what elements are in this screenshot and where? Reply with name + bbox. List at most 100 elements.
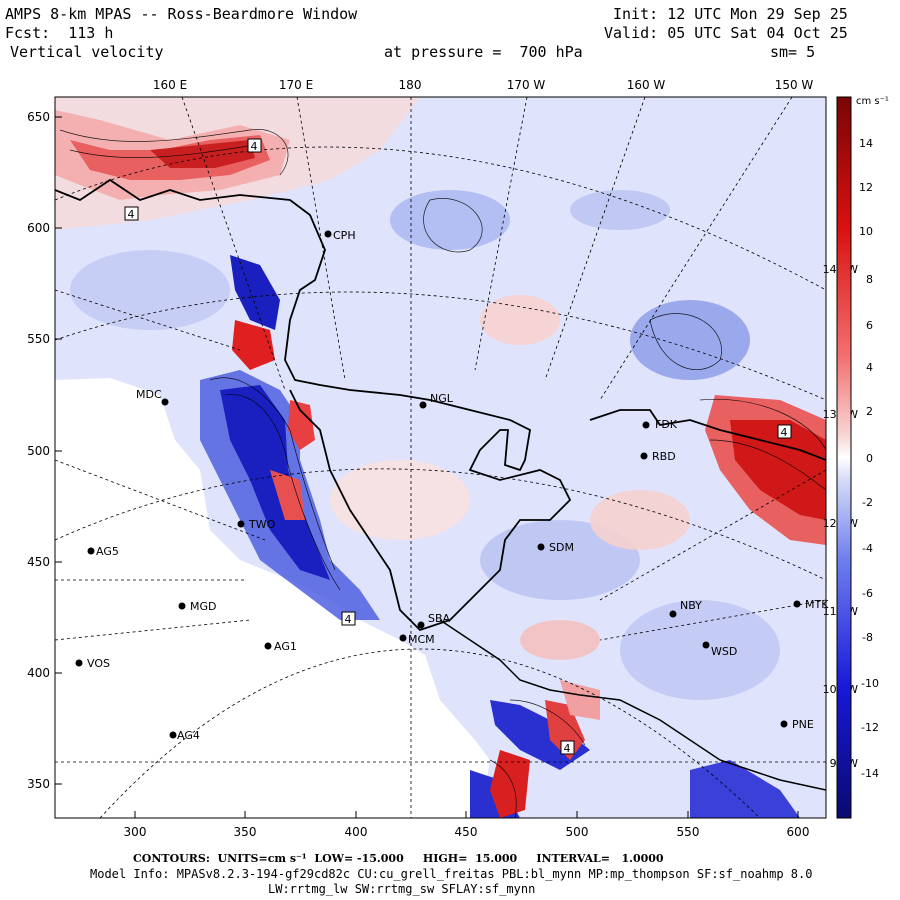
station-label: MGD bbox=[190, 600, 217, 613]
longitude-labels-top: 160 E 170 E 180 170 W 160 W 150 W bbox=[153, 78, 814, 92]
max-marker bbox=[124, 206, 139, 221]
station-dot bbox=[642, 421, 650, 429]
plot-frame bbox=[54, 96, 827, 819]
station-label: SDM bbox=[549, 541, 574, 554]
max-marker bbox=[247, 138, 262, 153]
map-title: AMPS 8-km MPAS -- Ross-Beardmore Window bbox=[5, 5, 358, 23]
field-name: Vertical velocity bbox=[10, 43, 164, 61]
lon-label: 180 bbox=[399, 78, 422, 92]
colorbar-tick: -6 bbox=[862, 587, 873, 600]
station-label: RBD bbox=[652, 450, 676, 463]
station-dot bbox=[264, 642, 272, 650]
colorbar-units: cm s⁻¹ bbox=[856, 96, 889, 107]
lon-label: 160 W bbox=[627, 78, 666, 92]
y-axis-ticks bbox=[55, 116, 62, 785]
station-label: PNE bbox=[792, 718, 814, 731]
contours-info: CONTOURS: UNITS=cm s⁻¹ LOW= -15.000 HIGH… bbox=[133, 852, 664, 865]
y-tick-label: 400 bbox=[27, 666, 50, 680]
colorbar-tick: 6 bbox=[866, 319, 873, 332]
svg-text:4: 4 bbox=[781, 426, 788, 439]
colorbar-tick: -14 bbox=[861, 767, 879, 780]
station-label: AG1 bbox=[274, 640, 297, 653]
graticule bbox=[55, 97, 826, 818]
valid-time: Valid: 05 UTC Sat 04 Oct 25 bbox=[604, 24, 848, 42]
x-tick-label: 300 bbox=[124, 825, 147, 839]
station-dot bbox=[417, 621, 425, 629]
colorbar-tick: 4 bbox=[866, 361, 873, 374]
colorbar-tick: 10 bbox=[859, 225, 873, 238]
station-label: CPH bbox=[333, 229, 356, 242]
min-marker bbox=[341, 611, 356, 626]
colorbar-tick: 12 bbox=[859, 181, 873, 194]
station-label: MTK bbox=[805, 598, 829, 611]
lon-label: 160 E bbox=[153, 78, 187, 92]
station-label: FDK bbox=[655, 418, 678, 431]
y-tick-label: 650 bbox=[27, 110, 50, 124]
station-label: WSD bbox=[711, 645, 737, 658]
station-dot bbox=[793, 600, 801, 608]
x-tick-label: 600 bbox=[787, 825, 810, 839]
coastline-south bbox=[439, 619, 826, 791]
y-tick-label: 600 bbox=[27, 221, 50, 235]
y-tick-label: 350 bbox=[27, 777, 50, 791]
coastline bbox=[55, 178, 572, 632]
colorbar-tick: -2 bbox=[862, 496, 873, 509]
lon-label: 170 E bbox=[279, 78, 313, 92]
map-plot-area bbox=[55, 97, 826, 818]
x-tick-label: 500 bbox=[566, 825, 589, 839]
init-time: Init: 12 UTC Mon 29 Sep 25 bbox=[613, 5, 848, 23]
y-tick-label: 450 bbox=[27, 555, 50, 569]
colorbar-tick: -12 bbox=[861, 721, 879, 734]
station-dot bbox=[702, 641, 710, 649]
colorbar-tick: -4 bbox=[862, 542, 873, 555]
svg-text:4: 4 bbox=[128, 208, 135, 221]
colorbar-tick: 2 bbox=[866, 405, 873, 418]
station-dot bbox=[399, 634, 407, 642]
station-label: AG4 bbox=[177, 729, 200, 742]
y-axis-labels: 350 400 450 500 550 600 650 bbox=[27, 110, 50, 791]
lon-label: 170 W bbox=[507, 78, 546, 92]
station-dot bbox=[780, 720, 788, 728]
station-dot bbox=[237, 520, 245, 528]
station-dot bbox=[178, 602, 186, 610]
station-label: VOS bbox=[87, 657, 110, 670]
station-dot bbox=[87, 547, 95, 555]
x-axis-labels: 300 350 400 450 500 550 600 bbox=[124, 825, 810, 839]
y-tick-label: 500 bbox=[27, 444, 50, 458]
contour-lines bbox=[59, 129, 826, 818]
x-tick-label: 400 bbox=[345, 825, 368, 839]
colorbar bbox=[836, 96, 852, 819]
coastline-east bbox=[589, 409, 826, 461]
colorbar-tick: 8 bbox=[866, 273, 873, 286]
colorbar-tick: 14 bbox=[859, 137, 873, 150]
station-label: NBY bbox=[680, 599, 702, 612]
pressure-level: at pressure = 700 hPa bbox=[384, 43, 583, 61]
station-label: NGL bbox=[430, 392, 454, 405]
svg-text:4: 4 bbox=[564, 742, 571, 755]
station-dot bbox=[324, 230, 332, 238]
svg-text:4: 4 bbox=[345, 613, 352, 626]
model-info: Model Info: MPASv8.2.3-194-gf29cd82c CU:… bbox=[90, 867, 813, 881]
max-markers: 4 4 4 4 4 bbox=[124, 138, 792, 755]
stations: CPH MDC NGL FDK RBD TWO SDM AG5 MGD NBY … bbox=[75, 229, 829, 742]
station-dot bbox=[669, 610, 677, 618]
y-tick-label: 550 bbox=[27, 332, 50, 346]
colorbar-tick: -8 bbox=[862, 631, 873, 644]
model-info-physics: LW:rrtmg_lw SW:rrtmg_sw SFLAY:sf_mynn bbox=[268, 882, 536, 896]
station-dot bbox=[537, 543, 545, 551]
lon-label: 150 W bbox=[775, 78, 814, 92]
station-dot bbox=[640, 452, 648, 460]
x-axis-ticks bbox=[134, 811, 799, 818]
station-dot bbox=[161, 398, 169, 406]
forecast-hour: Fcst: 113 h bbox=[5, 24, 114, 42]
station-label: MDC bbox=[136, 388, 162, 401]
colorbar-tick: -10 bbox=[861, 677, 879, 690]
x-tick-label: 350 bbox=[234, 825, 257, 839]
station-dot bbox=[419, 401, 427, 409]
station-dot bbox=[169, 731, 177, 739]
x-tick-label: 550 bbox=[677, 825, 700, 839]
smoothing: sm= 5 bbox=[770, 43, 816, 61]
no-data-region bbox=[55, 378, 490, 818]
max-marker bbox=[777, 424, 792, 439]
